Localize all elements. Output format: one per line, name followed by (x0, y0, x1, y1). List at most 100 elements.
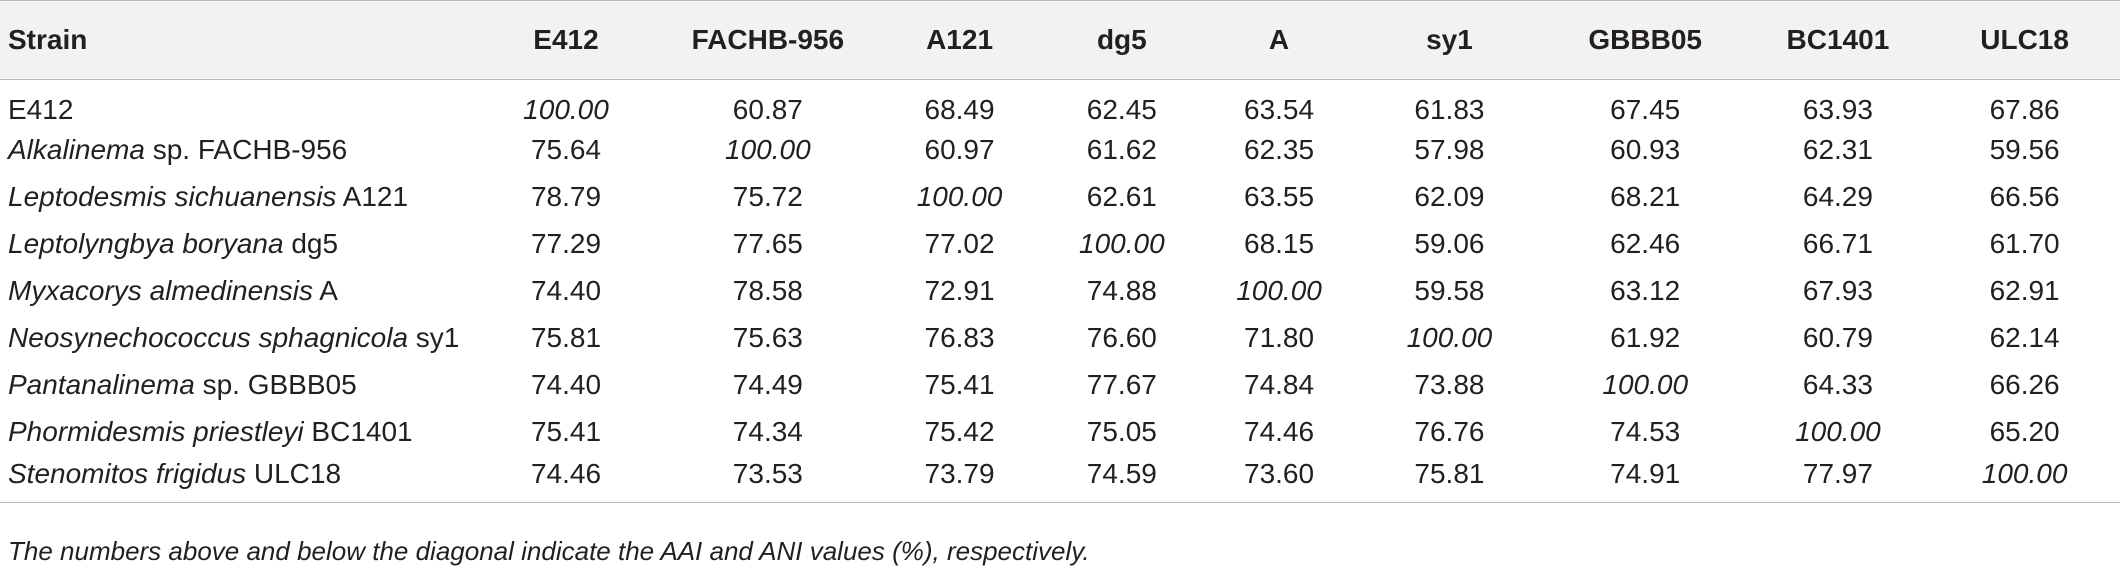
value-cell: 75.72 (732, 181, 803, 212)
value-cell: 71.80 (1244, 322, 1315, 353)
strain-species-name: Leptodesmis sichuanensis (8, 181, 337, 212)
value-cell: 75.41 (924, 369, 995, 400)
table-row: Neosynechococcus sphagnicola sy1 75.81 75.… (0, 315, 2120, 362)
table-row: Leptodesmis sichuanensis A121 78.79 75.72 1… (0, 174, 2120, 221)
value-cell: 77.97 (1746, 455, 1930, 503)
value-cell: 77.65 (732, 228, 803, 259)
value-cell: 76.83 (924, 322, 995, 353)
strain-identifier: BC1401 (303, 416, 413, 447)
value-cell: 66.56 (1989, 181, 2060, 212)
value-cell: 75.05 (1086, 416, 1157, 447)
value-cell: 65.20 (1989, 416, 2060, 447)
strain-cell: Leptolyngbya boryana dg5 (0, 221, 475, 268)
table-row: Pantanalinema sp. GBBB05 74.40 74.49 75.41 7… (0, 362, 2120, 409)
value-cell: 61.83 (1414, 94, 1485, 126)
strain-cell: Leptodesmis sichuanensis A121 (0, 174, 475, 221)
header-gbbb05: GBBB05 (1543, 0, 1747, 80)
value-cell: 74.46 (1244, 416, 1315, 447)
header-sy1: sy1 (1355, 0, 1544, 80)
value-cell: 74.34 (732, 416, 803, 447)
diagonal-value-cell: 100.00 (916, 181, 1003, 212)
value-cell: 66.71 (1802, 228, 1873, 259)
strain-cell: E412 (0, 80, 475, 127)
strain-species-name: Myxacorys almedinensis (8, 275, 313, 306)
strain-cell: Alkalinema sp. FACHB-956 (0, 127, 475, 174)
value-cell: 61.92 (1610, 322, 1681, 353)
diagonal-value-cell: 100.00 (523, 94, 609, 126)
value-cell: 62.46 (1610, 228, 1681, 259)
value-cell: 68.15 (1244, 228, 1315, 259)
value-cell: 75.64 (530, 134, 602, 165)
value-cell: 68.49 (924, 94, 995, 126)
value-cell: 60.97 (924, 134, 995, 165)
value-cell: 62.61 (1086, 181, 1157, 212)
value-cell: 74.59 (1040, 455, 1203, 503)
strain-cell: Pantanalinema sp. GBBB05 (0, 362, 475, 409)
value-cell: 78.79 (530, 181, 602, 212)
strain-identifier: dg5 (283, 228, 339, 259)
value-cell: 76.76 (1414, 416, 1485, 447)
diagonal-value-cell: 100.00 (1929, 455, 2120, 503)
header-strain: Strain (0, 0, 475, 80)
diagonal-value-cell: 100.00 (1236, 275, 1322, 306)
diagonal-value-cell: 100.00 (1406, 322, 1493, 353)
table-row: Leptolyngbya boryana dg5 77.29 77.65 77.02 1… (0, 221, 2120, 268)
value-cell: 73.88 (1414, 369, 1485, 400)
value-cell: 57.98 (1414, 134, 1485, 165)
value-cell: 66.26 (1989, 369, 2060, 400)
header-a: A (1202, 0, 1356, 80)
value-cell: 74.40 (530, 275, 602, 306)
value-cell: 62.45 (1086, 94, 1157, 126)
value-cell: 77.67 (1086, 369, 1157, 400)
table-row: Myxacorys almedinensis A 74.40 78.58 72.91 7… (0, 268, 2120, 315)
strain-cell: Stenomitos frigidus ULC18 (0, 455, 475, 503)
table-body: E412 100.00 60.87 68.49 62.45 63.54 61.83 67.45… (0, 80, 2120, 503)
value-cell: 75.63 (732, 322, 803, 353)
strain-species-name: Alkalinema (8, 134, 145, 165)
value-cell: 75.42 (924, 416, 995, 447)
value-cell: 62.14 (1989, 322, 2060, 353)
value-cell: 67.86 (1989, 94, 2060, 126)
strain-species-name: Leptolyngbya boryana (8, 228, 284, 259)
value-cell: 75.81 (530, 322, 602, 353)
value-cell: 76.60 (1086, 322, 1157, 353)
value-cell: 59.06 (1414, 228, 1485, 259)
strain-identifier: sp. FACHB-956 (144, 134, 348, 165)
strain-species-name: Stenomitos frigidus (8, 457, 247, 489)
strain-identifier: ULC18 (246, 457, 342, 489)
value-cell: 59.58 (1414, 275, 1485, 306)
strain-identifier: sp. GBBB05 (194, 369, 357, 400)
value-cell: 73.60 (1202, 455, 1356, 503)
strain-identifier: sy1 (408, 322, 460, 353)
value-cell: 59.56 (1989, 134, 2060, 165)
value-cell: 74.40 (530, 369, 602, 400)
value-cell: 62.31 (1802, 134, 1873, 165)
value-cell: 63.55 (1244, 181, 1315, 212)
strain-species-name: Phormidesmis priestleyi (8, 416, 304, 447)
value-cell: 60.87 (732, 94, 803, 126)
table-row: Stenomitos frigidus ULC18 74.46 73.53 73.79… (0, 455, 2120, 503)
ani-aai-table: Strain E412 FACHB-956 A121 dg5 A sy1 GBB… (0, 0, 2120, 503)
value-cell: 61.70 (1989, 228, 2060, 259)
header-dg5: dg5 (1040, 0, 1203, 80)
strain-cell: Phormidesmis priestleyi BC1401 (0, 409, 475, 456)
value-cell: 75.41 (530, 416, 602, 447)
value-cell: 63.93 (1802, 94, 1873, 126)
strain-cell: Neosynechococcus sphagnicola sy1 (0, 315, 475, 362)
value-cell: 62.35 (1244, 134, 1315, 165)
value-cell: 61.62 (1086, 134, 1157, 165)
value-cell: 63.54 (1244, 94, 1315, 126)
table-row: E412 100.00 60.87 68.49 62.45 63.54 61.83 67.45… (0, 80, 2120, 127)
strain-species-name: Pantanalinema (8, 369, 195, 400)
diagonal-value-cell: 100.00 (1795, 416, 1881, 447)
strain-identifier: A (313, 275, 338, 306)
value-cell: 67.93 (1802, 275, 1873, 306)
diagonal-value-cell: 100.00 (1079, 228, 1165, 259)
value-cell: 78.58 (732, 275, 803, 306)
table-footnote: The numbers above and below the diagonal… (8, 536, 1090, 566)
value-cell: 74.91 (1543, 455, 1747, 503)
header-fachb-956: FACHB-956 (657, 0, 879, 80)
table-row: Phormidesmis priestleyi BC1401 75.41 74.34… (0, 409, 2120, 456)
diagonal-value-cell: 100.00 (1602, 369, 1689, 400)
